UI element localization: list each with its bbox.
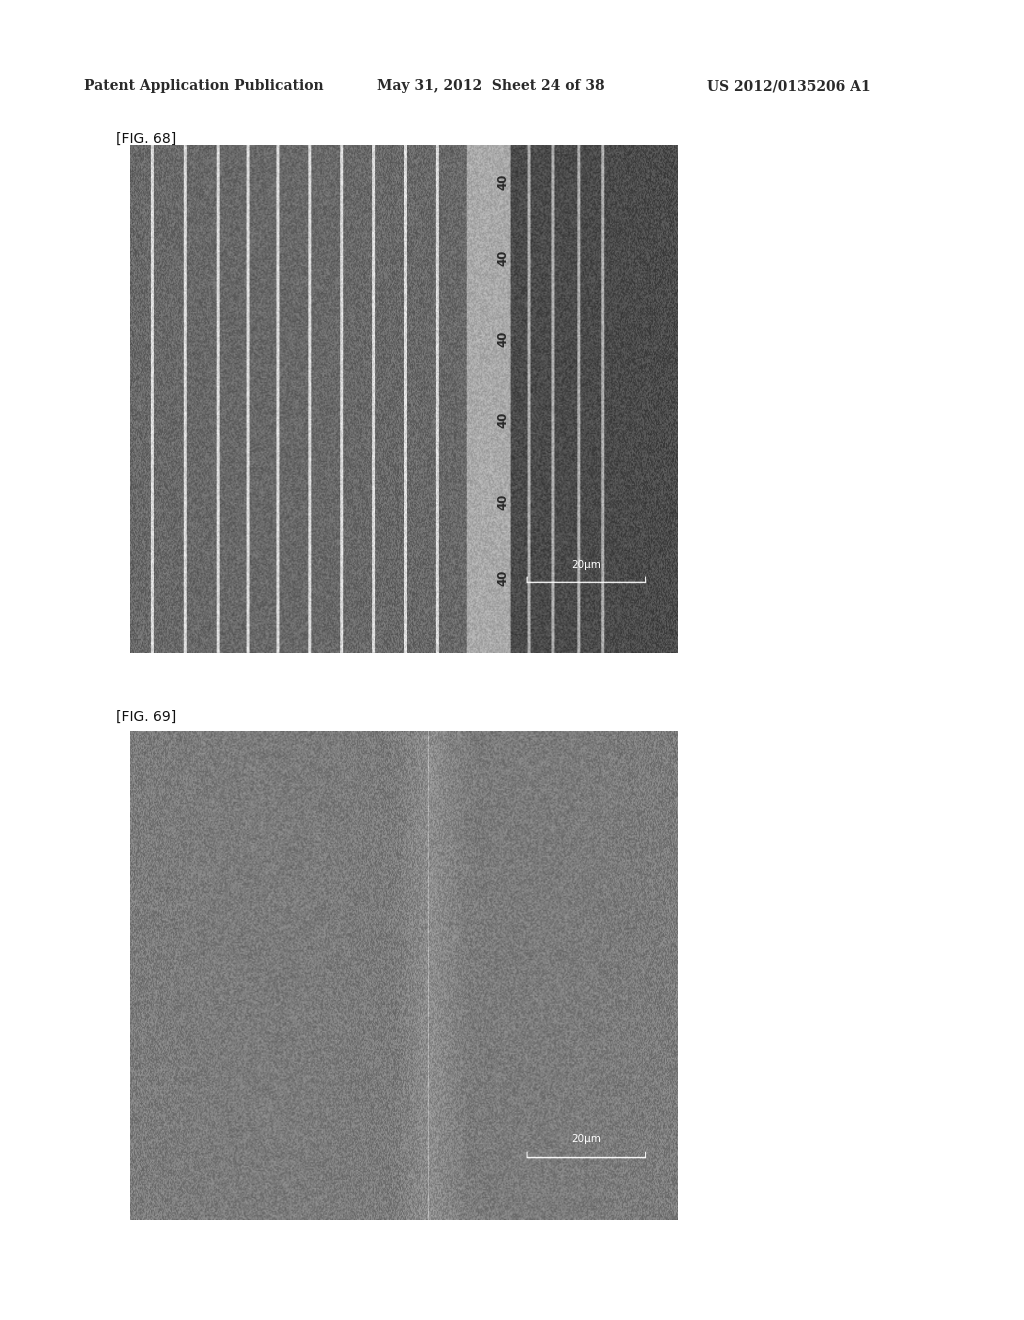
- Text: 40: 40: [496, 173, 509, 190]
- Text: 20μm: 20μm: [571, 560, 601, 570]
- Text: May 31, 2012  Sheet 24 of 38: May 31, 2012 Sheet 24 of 38: [377, 79, 604, 94]
- Text: [FIG. 68]: [FIG. 68]: [116, 132, 176, 147]
- Text: 40: 40: [496, 249, 509, 265]
- Text: US 2012/0135206 A1: US 2012/0135206 A1: [707, 79, 870, 94]
- Text: Patent Application Publication: Patent Application Publication: [84, 79, 324, 94]
- Text: 40: 40: [496, 331, 509, 347]
- Text: [FIG. 69]: [FIG. 69]: [116, 710, 176, 725]
- Text: 20μm: 20μm: [571, 1134, 601, 1144]
- Text: 40: 40: [496, 494, 509, 510]
- Text: 40: 40: [496, 412, 509, 429]
- Text: 40: 40: [496, 570, 509, 586]
